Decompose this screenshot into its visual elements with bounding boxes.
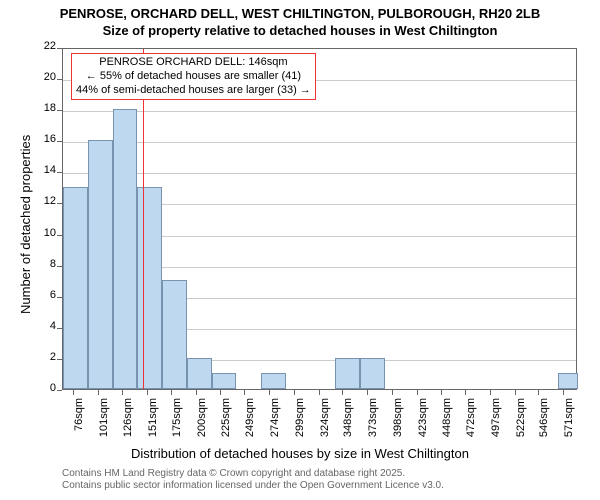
y-tick-mark [57,266,62,267]
x-tick-label: 522sqm [515,398,527,448]
histogram-bar [88,140,113,389]
x-tick-label: 175sqm [171,398,183,448]
x-tick-mark [515,390,516,395]
y-tick-mark [57,48,62,49]
x-tick-mark [342,390,343,395]
y-tick-label: 8 [32,258,56,270]
y-tick-label: 22 [32,40,56,52]
y-tick-mark [57,203,62,204]
x-tick-mark [244,390,245,395]
histogram-bar [261,373,286,389]
annotation-box: PENROSE ORCHARD DELL: 146sqm← 55% of det… [71,53,316,100]
annotation-line1: PENROSE ORCHARD DELL: 146sqm [76,56,311,70]
x-tick-label: 348sqm [342,398,354,448]
grid-line [63,173,576,174]
histogram-bar [162,280,187,389]
x-tick-label: 76sqm [73,398,85,448]
grid-line [63,142,576,143]
y-tick-label: 2 [32,351,56,363]
x-axis-label: Distribution of detached houses by size … [0,446,600,461]
y-tick-label: 14 [32,164,56,176]
x-tick-mark [563,390,564,395]
histogram-bar [212,373,237,389]
x-tick-mark [122,390,123,395]
histogram-bar [360,358,385,389]
x-tick-label: 324sqm [319,398,331,448]
histogram-bar [137,187,162,389]
x-tick-label: 571sqm [563,398,575,448]
x-tick-mark [319,390,320,395]
x-tick-label: 249sqm [244,398,256,448]
histogram-bar [558,373,578,389]
y-tick-mark [57,390,62,391]
x-tick-label: 423sqm [417,398,429,448]
x-tick-mark [367,390,368,395]
y-tick-mark [57,110,62,111]
x-tick-mark [490,390,491,395]
plot-area: PENROSE ORCHARD DELL: 146sqm← 55% of det… [62,48,577,390]
y-tick-mark [57,328,62,329]
y-tick-mark [57,141,62,142]
y-tick-label: 10 [32,227,56,239]
x-tick-mark [73,390,74,395]
x-tick-label: 200sqm [196,398,208,448]
chart-title-line1: PENROSE, ORCHARD DELL, WEST CHILTINGTON,… [0,6,600,21]
x-tick-mark [392,390,393,395]
y-tick-label: 16 [32,133,56,145]
footer-line2: Contains public sector information licen… [62,480,600,491]
x-tick-mark [98,390,99,395]
y-tick-label: 4 [32,320,56,332]
x-tick-mark [171,390,172,395]
x-tick-label: 546sqm [538,398,550,448]
x-tick-label: 126sqm [122,398,134,448]
y-tick-label: 18 [32,102,56,114]
y-tick-mark [57,297,62,298]
x-tick-label: 225sqm [220,398,232,448]
y-axis-label: Number of detached properties [18,135,33,314]
y-tick-label: 0 [32,382,56,394]
x-tick-label: 472sqm [465,398,477,448]
annotation-line2: ← 55% of detached houses are smaller (41… [76,70,311,84]
x-tick-mark [538,390,539,395]
chart-title-line2: Size of property relative to detached ho… [0,23,600,38]
x-tick-label: 101sqm [98,398,110,448]
x-tick-mark [294,390,295,395]
y-tick-mark [57,172,62,173]
x-tick-mark [417,390,418,395]
x-tick-mark [220,390,221,395]
x-tick-mark [465,390,466,395]
y-tick-mark [57,79,62,80]
x-tick-label: 299sqm [294,398,306,448]
y-tick-mark [57,235,62,236]
x-tick-mark [269,390,270,395]
x-tick-mark [441,390,442,395]
y-tick-mark [57,359,62,360]
x-tick-label: 151sqm [147,398,159,448]
grid-line [63,111,576,112]
x-tick-label: 274sqm [269,398,281,448]
x-tick-mark [196,390,197,395]
x-tick-label: 398sqm [392,398,404,448]
footer-line1: Contains HM Land Registry data © Crown c… [62,468,600,479]
x-tick-mark [147,390,148,395]
y-tick-label: 12 [32,195,56,207]
histogram-bar [187,358,212,389]
annotation-line3: 44% of semi-detached houses are larger (… [76,84,311,98]
x-tick-label: 373sqm [367,398,379,448]
histogram-bar [335,358,360,389]
y-tick-label: 6 [32,289,56,301]
y-tick-label: 20 [32,71,56,83]
histogram-bar [63,187,88,389]
x-tick-label: 497sqm [490,398,502,448]
x-tick-label: 448sqm [441,398,453,448]
histogram-bar [113,109,138,389]
